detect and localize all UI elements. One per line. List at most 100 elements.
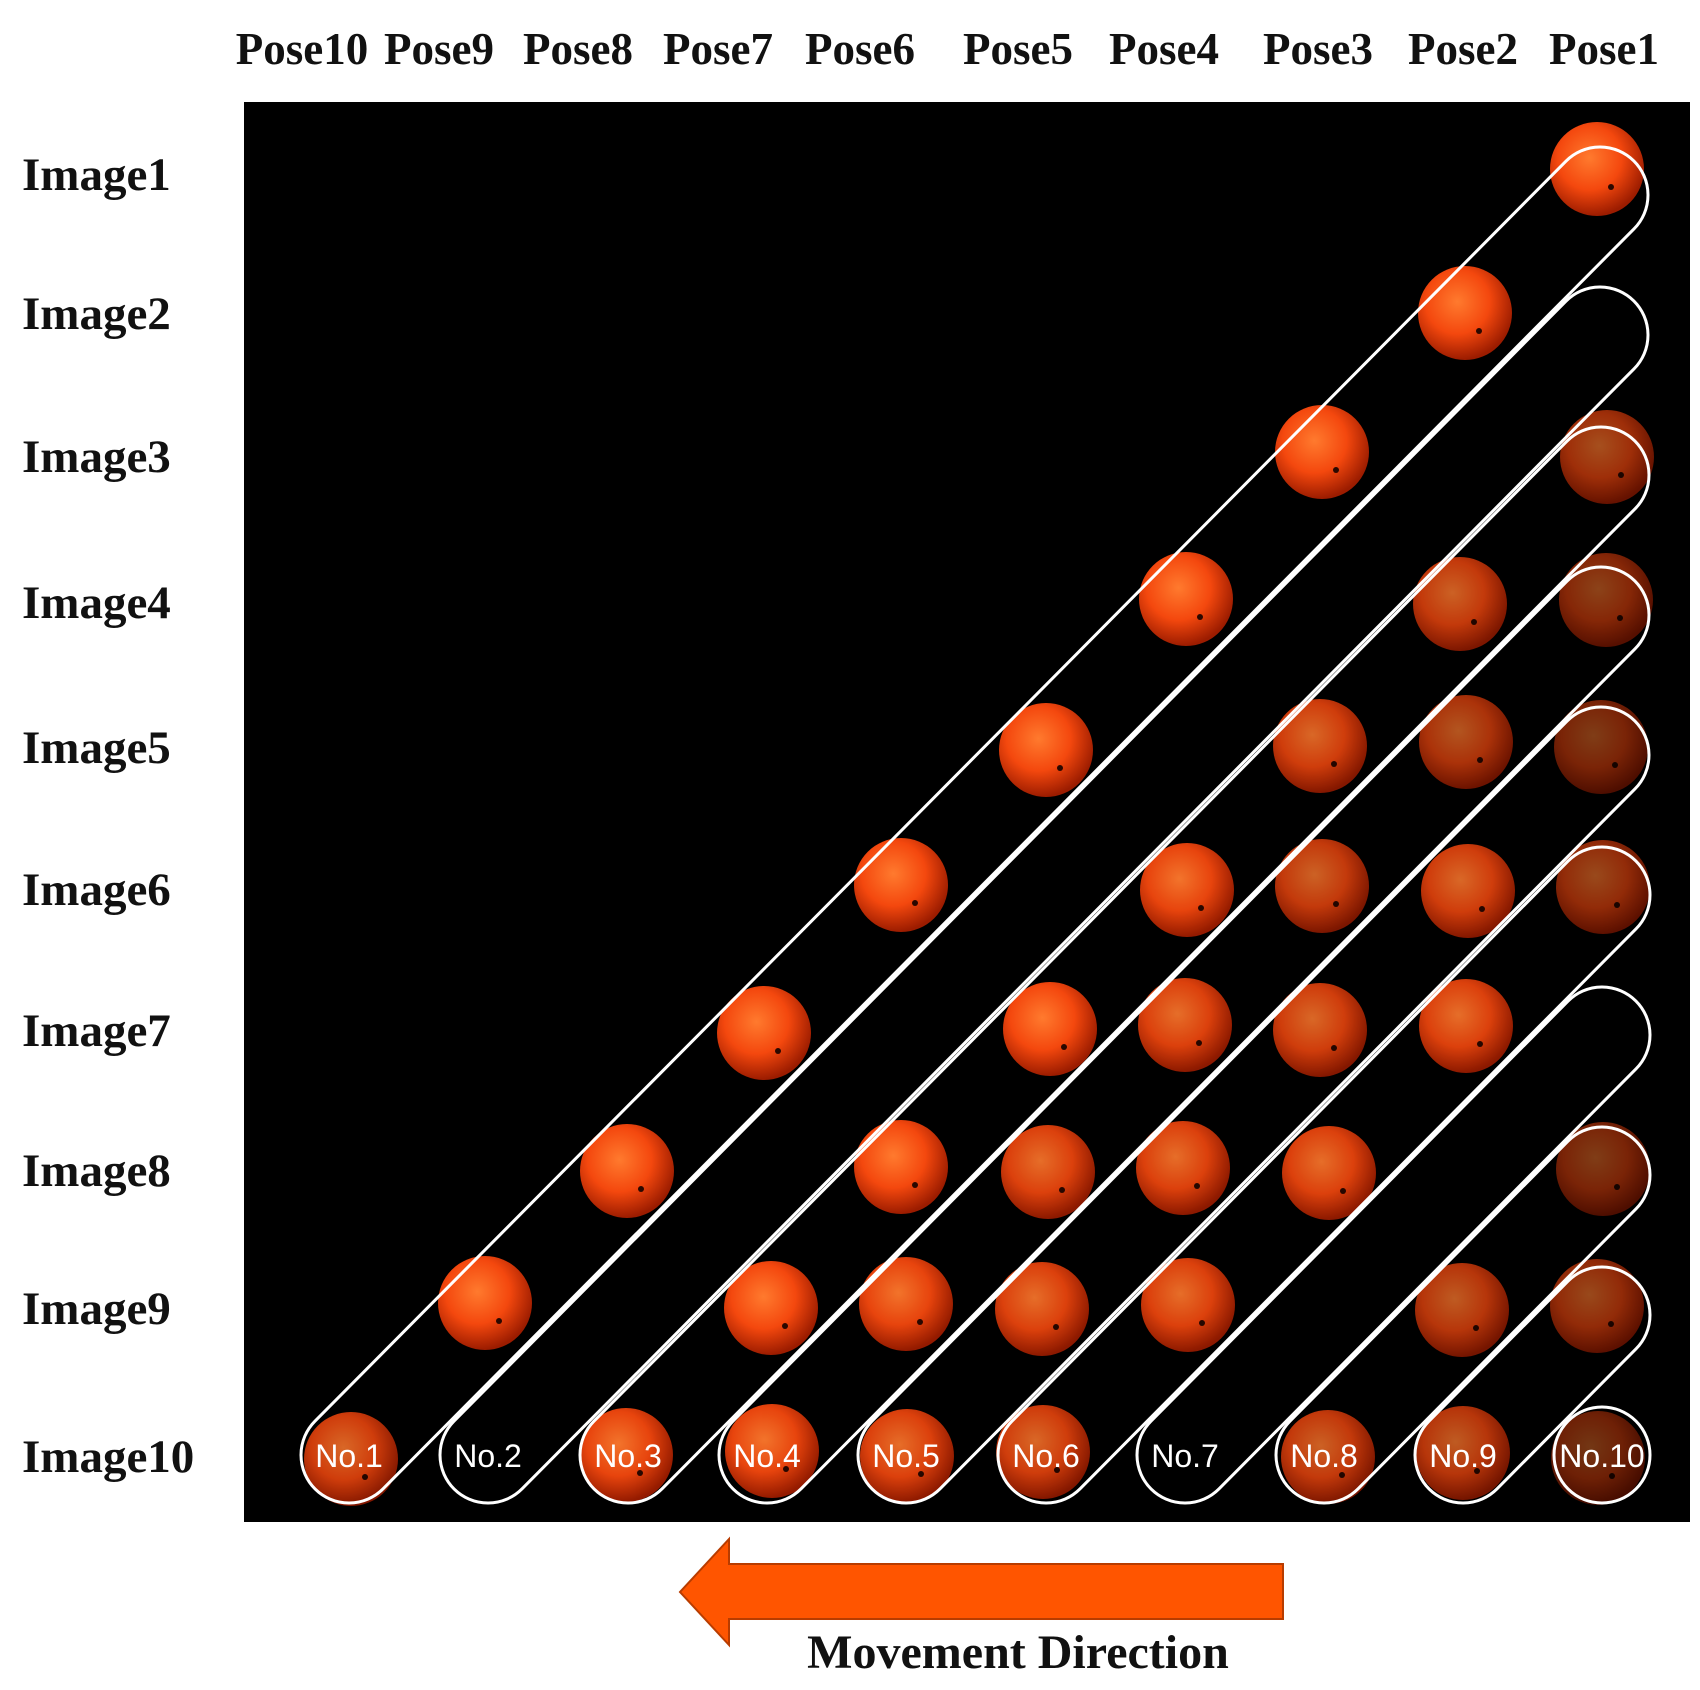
orange-fruit (1282, 1126, 1376, 1220)
orange-stem-dot (1473, 1325, 1479, 1331)
left-arrow-icon (678, 1536, 1284, 1648)
fruits-layer (304, 122, 1654, 1506)
orange-fruit (1550, 1259, 1644, 1353)
track-outline-no3: No.3 (578, 425, 1651, 1505)
tracks-layer: No.1 No.2 No.3 No.4 No.5 No.6 No.7 No.8 No.9 No.1… (299, 145, 1652, 1505)
column-header-pose10: Pose10 (236, 24, 368, 74)
orange-fruit (996, 1405, 1090, 1499)
orange-stem-dot (775, 1048, 781, 1054)
orange-stem-dot (1471, 619, 1477, 625)
orange-fruit (1556, 840, 1650, 934)
orange-stem-dot (1199, 1320, 1205, 1326)
orange-stem-dot (1614, 1184, 1620, 1190)
orange-fruit (859, 1257, 953, 1351)
orange-fruit (1416, 1406, 1510, 1500)
orange-stem-dot (1479, 906, 1485, 912)
orange-stem-dot (1196, 1040, 1202, 1046)
row-header-image7: Image7 (22, 1005, 171, 1057)
track-outline-no10: No.10 (1552, 1405, 1652, 1505)
row-header-image10: Image10 (22, 1431, 194, 1483)
orange-stem-dot (1608, 1321, 1614, 1327)
orange-fruit (1419, 695, 1513, 789)
orange-stem-dot (1057, 765, 1063, 771)
track-outline-no2: No.2 (438, 285, 1650, 1505)
orange-stem-dot (912, 1182, 918, 1188)
orange-stem-dot (1608, 184, 1614, 190)
orange-fruit (724, 1261, 818, 1355)
orange-stem-dot (1198, 905, 1204, 911)
orange-fruit (854, 838, 948, 932)
orange-stem-dot (362, 1474, 368, 1480)
orange-stem-dot (1477, 1041, 1483, 1047)
row-headers: Image1 Image2 Image3 Image4 Image5 Image6 Imag… (22, 149, 194, 1483)
track-label: No.5 (872, 1438, 940, 1474)
orange-stem-dot (1333, 467, 1339, 473)
orange-stem-dot (1331, 1045, 1337, 1051)
orange-stem-dot (1333, 901, 1339, 907)
orange-fruit (1275, 839, 1369, 933)
orange-fruit (1419, 979, 1513, 1073)
column-header-pose1: Pose1 (1549, 24, 1659, 74)
orange-stem-dot (638, 1186, 644, 1192)
orange-stem-dot (1054, 1467, 1060, 1473)
orange-stem-dot (1339, 1472, 1345, 1478)
track-outline-no4: No.4 (717, 565, 1651, 1505)
orange-fruit (860, 1409, 954, 1503)
orange-stem-dot (496, 1318, 502, 1324)
track-label: No.4 (733, 1438, 801, 1474)
track-label: No.10 (1559, 1438, 1644, 1474)
column-header-pose4: Pose4 (1109, 24, 1219, 74)
row-header-image8: Image8 (22, 1145, 171, 1197)
orange-fruit (854, 1120, 948, 1214)
track-outline-no5: No.5 (856, 705, 1651, 1505)
orange-fruit (999, 703, 1093, 797)
orange-stem-dot (1194, 1183, 1200, 1189)
track-outline-no1: No.1 (299, 145, 1650, 1505)
orange-stem-dot (1061, 1044, 1067, 1050)
track-label: No.7 (1151, 1438, 1219, 1474)
orange-fruit (579, 1408, 673, 1502)
orange-fruit (1418, 266, 1512, 360)
orange-fruit (1141, 1258, 1235, 1352)
orange-fruit (1551, 1411, 1645, 1505)
orange-fruit (1413, 557, 1507, 651)
orange-fruit (1273, 983, 1367, 1077)
row-header-image9: Image9 (22, 1283, 171, 1335)
column-header-pose6: Pose6 (805, 24, 915, 74)
column-headers: Pose10 Pose9 Pose8 Pose7 Pose6 Pose5 Pose4 Pose… (236, 24, 1659, 74)
orange-fruit (1415, 1263, 1509, 1357)
orange-stem-dot (1609, 1473, 1615, 1479)
orange-fruit (304, 1412, 398, 1506)
column-header-pose9: Pose9 (384, 24, 494, 74)
column-header-pose8: Pose8 (523, 24, 633, 74)
orange-stem-dot (1474, 1468, 1480, 1474)
track-label: No.3 (594, 1438, 662, 1474)
orange-stem-dot (1477, 757, 1483, 763)
column-header-pose2: Pose2 (1408, 24, 1518, 74)
orange-fruit (1281, 1410, 1375, 1504)
orange-stem-dot (782, 1323, 788, 1329)
orange-stem-dot (1340, 1188, 1346, 1194)
orange-stem-dot (1618, 472, 1624, 478)
orange-fruit (1001, 1125, 1095, 1219)
orange-stem-dot (783, 1466, 789, 1472)
track-outline-no8: No.8 (1274, 1125, 1652, 1505)
row-header-image4: Image4 (22, 577, 171, 629)
row-header-image2: Image2 (22, 288, 171, 340)
orange-fruit (1003, 982, 1097, 1076)
orange-fruit (1556, 1122, 1650, 1216)
orange-stem-dot (912, 900, 918, 906)
orange-fruit (1554, 700, 1648, 794)
orange-fruit (1275, 405, 1369, 499)
column-header-pose7: Pose7 (663, 24, 773, 74)
orange-fruit (1560, 410, 1654, 504)
row-header-image6: Image6 (22, 864, 171, 916)
orange-fruit (1273, 699, 1367, 793)
orange-stem-dot (1053, 1324, 1059, 1330)
orange-fruit (1550, 122, 1644, 216)
track-outline-no7: No.7 (1135, 985, 1652, 1505)
orange-fruit (1139, 552, 1233, 646)
orange-fruit (580, 1124, 674, 1218)
orange-fruit (1138, 978, 1232, 1072)
